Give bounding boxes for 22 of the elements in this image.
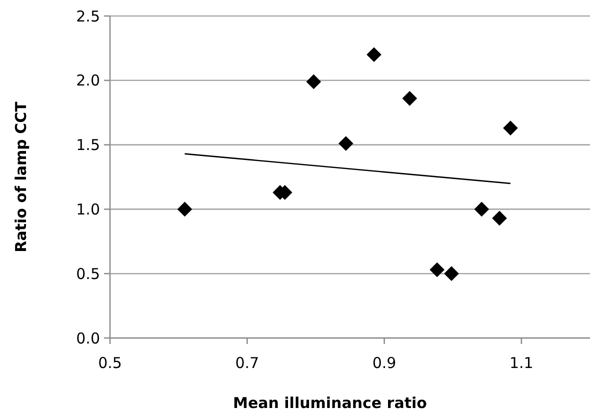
y-axis-title: Ratio of lamp CCT [12,100,30,252]
y-tick-label: 1.5 [76,136,100,154]
y-tick-label: 0.0 [76,329,100,348]
point [366,47,382,62]
point [492,210,507,226]
x-tick-label: 0.9 [372,354,396,372]
point [306,74,322,90]
point [474,202,490,217]
y-tick-label: 2.5 [76,7,100,26]
x-tick-label: 0.7 [235,354,260,372]
x-axis-title: Mean illuminance ratio [233,394,427,412]
point [402,91,418,106]
x-tick-label: 0.5 [98,354,122,372]
x-tick-label: 1.1 [510,354,534,372]
y-tick-label: 1.0 [76,200,100,218]
y-tick-label: 2.0 [76,72,100,90]
point [444,266,459,282]
point [338,136,354,151]
y-tick-label: 0.5 [76,264,100,283]
point [503,120,518,136]
point [430,262,444,278]
point [177,202,192,217]
